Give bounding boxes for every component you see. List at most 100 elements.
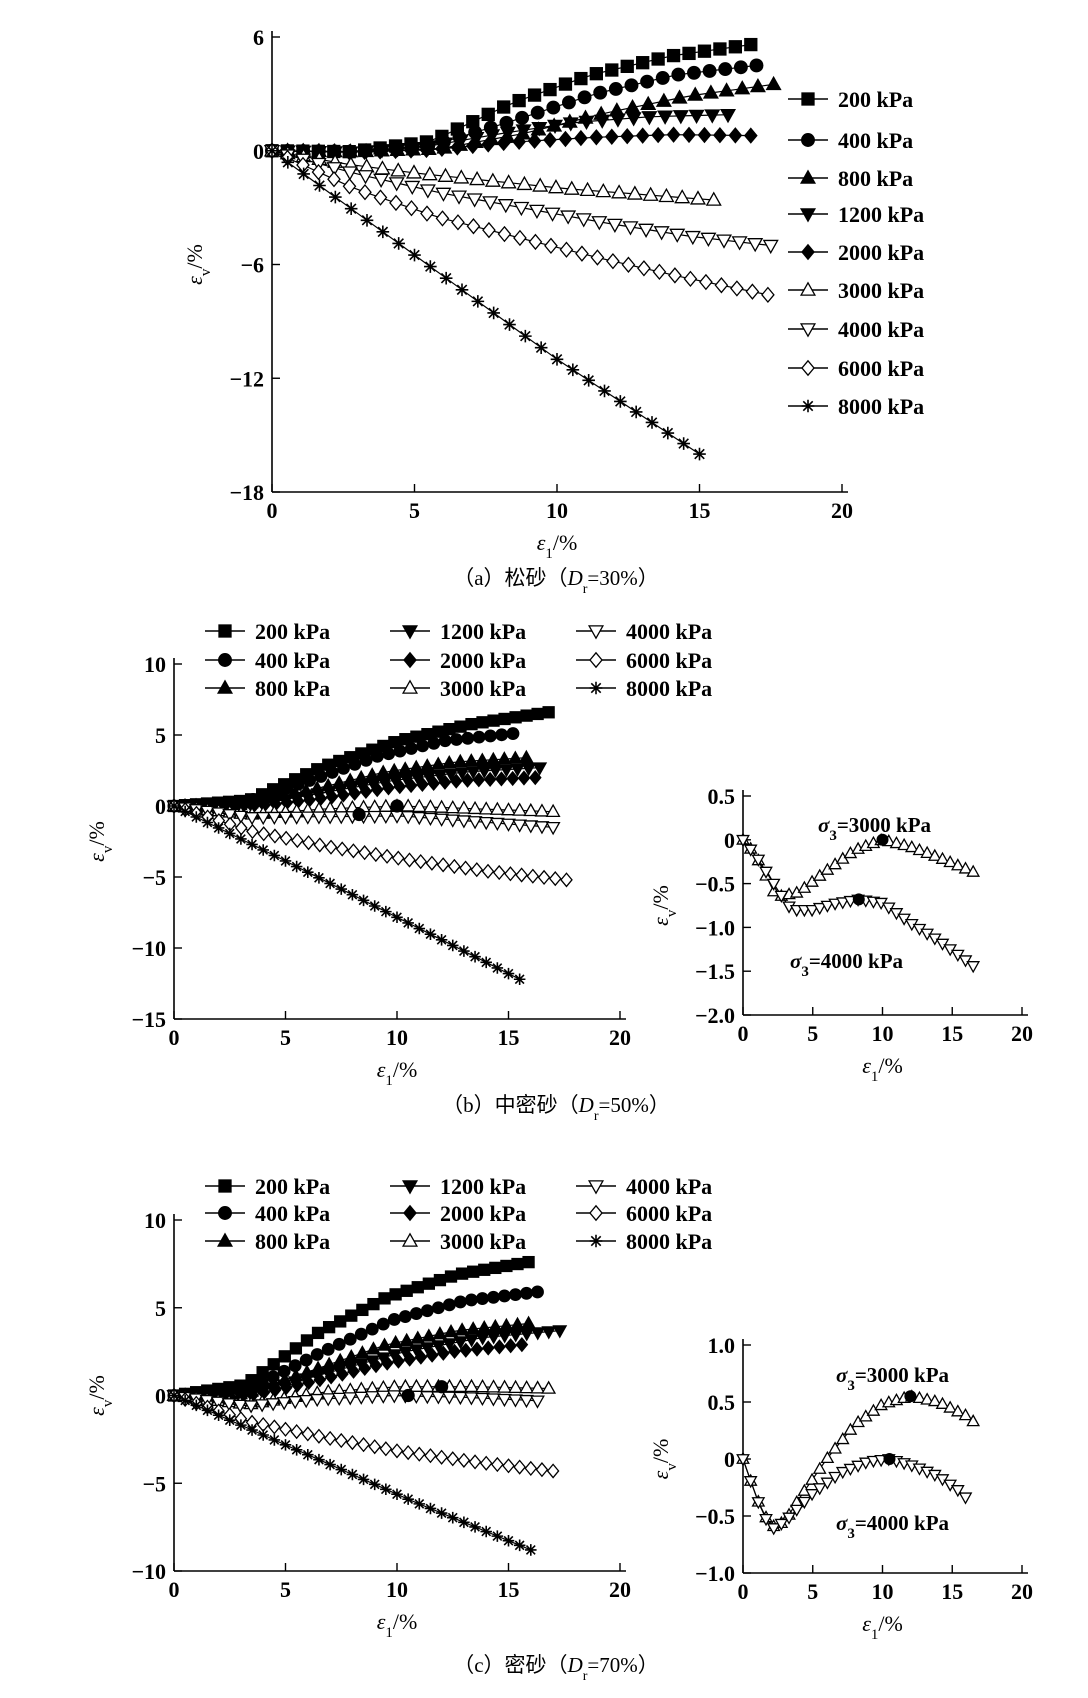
data-point — [479, 1455, 493, 1471]
data-point — [515, 1336, 529, 1353]
data-point — [268, 1434, 281, 1446]
sigma-value: =4000 kPa — [855, 1511, 950, 1535]
data-point — [534, 821, 550, 835]
data-point — [419, 141, 434, 159]
data-point — [326, 162, 343, 177]
data-point — [279, 1379, 293, 1396]
data-point — [310, 1348, 324, 1361]
data-point — [513, 1459, 526, 1475]
data-point — [443, 1323, 459, 1338]
data-point — [287, 1396, 303, 1410]
data-point — [687, 86, 704, 101]
x-axis-label-subscript: 1 — [871, 1627, 879, 1643]
legend-marker — [401, 625, 419, 640]
data-point — [313, 1372, 327, 1388]
data-point — [851, 1460, 865, 1473]
data-point — [452, 753, 468, 768]
data-point — [435, 934, 448, 946]
data-point — [666, 48, 681, 63]
data-point — [343, 1332, 357, 1346]
data-point — [688, 109, 705, 125]
data-point — [233, 810, 249, 824]
x-tick-label: 20 — [1011, 1579, 1033, 1604]
data-point — [435, 140, 449, 158]
data-point — [409, 1344, 424, 1358]
data-point — [530, 1327, 546, 1341]
data-point — [728, 40, 743, 54]
y-tick-label: 0 — [724, 1447, 735, 1472]
data-point — [327, 170, 341, 188]
y-axis-label-subscript: v — [100, 1399, 116, 1407]
data-point — [434, 813, 450, 827]
data-point — [651, 52, 665, 66]
data-point — [438, 774, 452, 790]
data-point — [347, 843, 360, 859]
data-point — [835, 1432, 850, 1445]
data-point — [542, 706, 555, 719]
data-point — [360, 213, 374, 227]
data-point — [246, 823, 259, 840]
data-point — [344, 202, 358, 215]
legend-label: 3000 kPa — [440, 676, 526, 701]
data-point — [521, 1315, 537, 1329]
x-axis-label-unit: /% — [393, 1609, 417, 1634]
data-point — [687, 65, 701, 80]
x-axis-label-symbol: ε — [862, 1053, 871, 1078]
x-axis-label-text: ε1/% — [862, 1611, 903, 1643]
y-axis-label: εv/% — [648, 1439, 680, 1480]
data-point — [454, 1322, 470, 1336]
data-point — [442, 1298, 456, 1312]
data-point — [843, 1422, 858, 1435]
data-point — [325, 789, 339, 805]
data-point — [389, 1288, 402, 1301]
data-point — [322, 811, 338, 825]
data-point — [594, 114, 611, 129]
data-point — [408, 248, 421, 262]
data-point — [281, 156, 295, 169]
x-axis-label-symbol: ε — [537, 530, 546, 555]
data-point — [606, 218, 623, 233]
data-point — [519, 329, 532, 343]
data-point — [515, 867, 528, 883]
data-point — [279, 830, 293, 846]
data-point — [421, 1328, 437, 1342]
data-point — [935, 1396, 950, 1409]
data-point — [487, 1290, 500, 1304]
data-point — [506, 770, 520, 787]
data-point — [446, 939, 459, 952]
data-point — [265, 144, 279, 158]
data-point — [575, 245, 589, 262]
data-point — [530, 1395, 545, 1409]
data-point — [562, 117, 579, 132]
data-point — [512, 802, 528, 816]
data-point — [452, 1391, 468, 1406]
data-point — [528, 204, 545, 219]
data-point — [502, 1458, 515, 1474]
data-point — [481, 107, 495, 122]
data-point — [544, 237, 558, 254]
data-point — [257, 826, 271, 842]
data-point — [669, 228, 686, 243]
legend-label: 8000 kPa — [838, 394, 924, 419]
data-point — [453, 169, 470, 184]
data-point — [378, 798, 394, 812]
data-point — [432, 1326, 448, 1340]
data-point — [309, 1393, 325, 1408]
legend-item-8000-kpa: 8000 kPa — [576, 1229, 712, 1254]
data-point — [485, 751, 501, 766]
data-point — [367, 799, 383, 813]
legend-item-800-kpa: 800 kPa — [205, 676, 330, 701]
series-2000-kpa — [167, 1336, 529, 1405]
data-point — [697, 126, 712, 144]
data-point — [222, 809, 238, 823]
data-point — [595, 182, 612, 198]
y-axis-label-text: εv/% — [648, 885, 680, 926]
data-point — [546, 1463, 560, 1479]
y-tick-label: 5 — [155, 723, 166, 748]
data-point — [637, 260, 651, 277]
legend-marker — [801, 243, 815, 261]
data-point — [589, 67, 603, 81]
data-point — [480, 1525, 492, 1538]
data-point — [642, 186, 659, 201]
data-point — [682, 46, 696, 61]
